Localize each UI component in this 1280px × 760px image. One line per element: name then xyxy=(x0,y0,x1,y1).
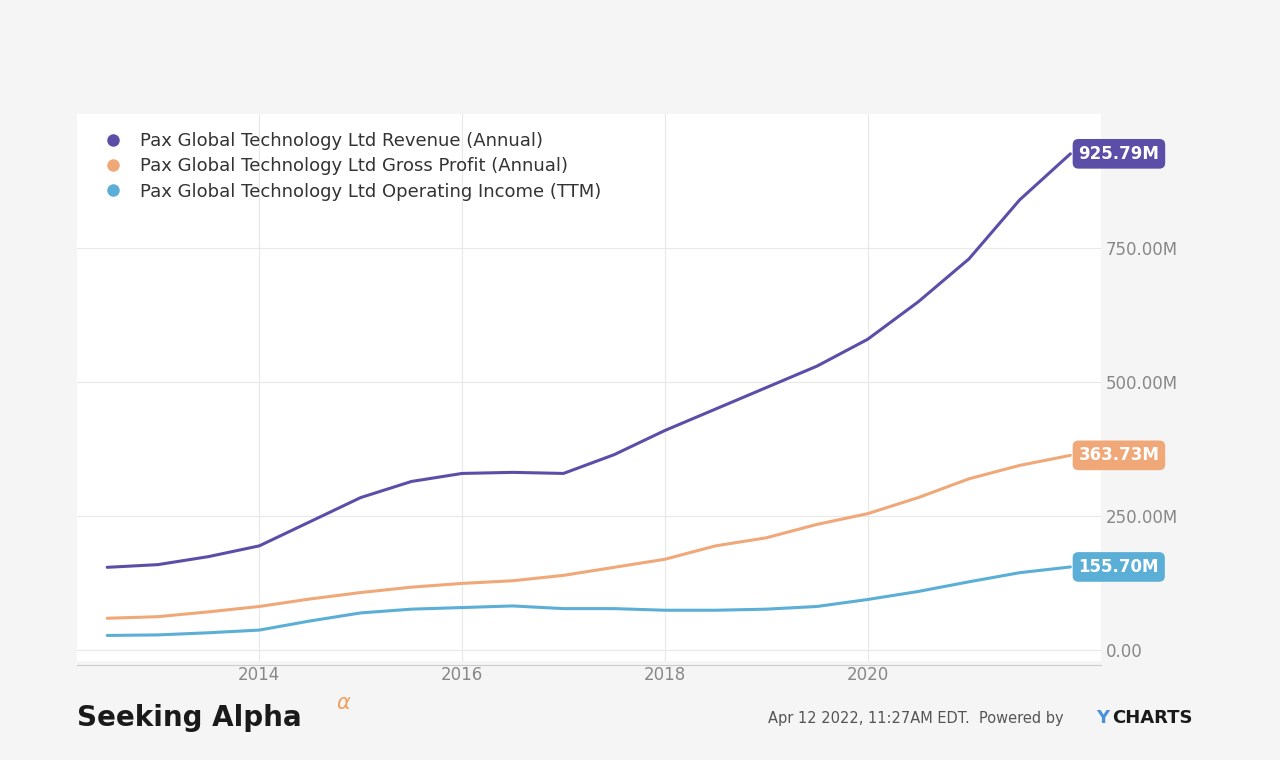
Legend: Pax Global Technology Ltd Revenue (Annual), Pax Global Technology Ltd Gross Prof: Pax Global Technology Ltd Revenue (Annua… xyxy=(86,123,611,210)
Text: Apr 12 2022, 11:27AM EDT.  Powered by: Apr 12 2022, 11:27AM EDT. Powered by xyxy=(768,711,1069,726)
Text: 925.79M: 925.79M xyxy=(1079,145,1160,163)
Text: 155.70M: 155.70M xyxy=(1079,558,1158,576)
Text: α: α xyxy=(337,693,351,713)
Text: Seeking Alpha: Seeking Alpha xyxy=(77,705,301,732)
Text: 363.73M: 363.73M xyxy=(1079,446,1160,464)
Text: Y: Y xyxy=(1096,709,1108,727)
Text: CHARTS: CHARTS xyxy=(1112,709,1193,727)
